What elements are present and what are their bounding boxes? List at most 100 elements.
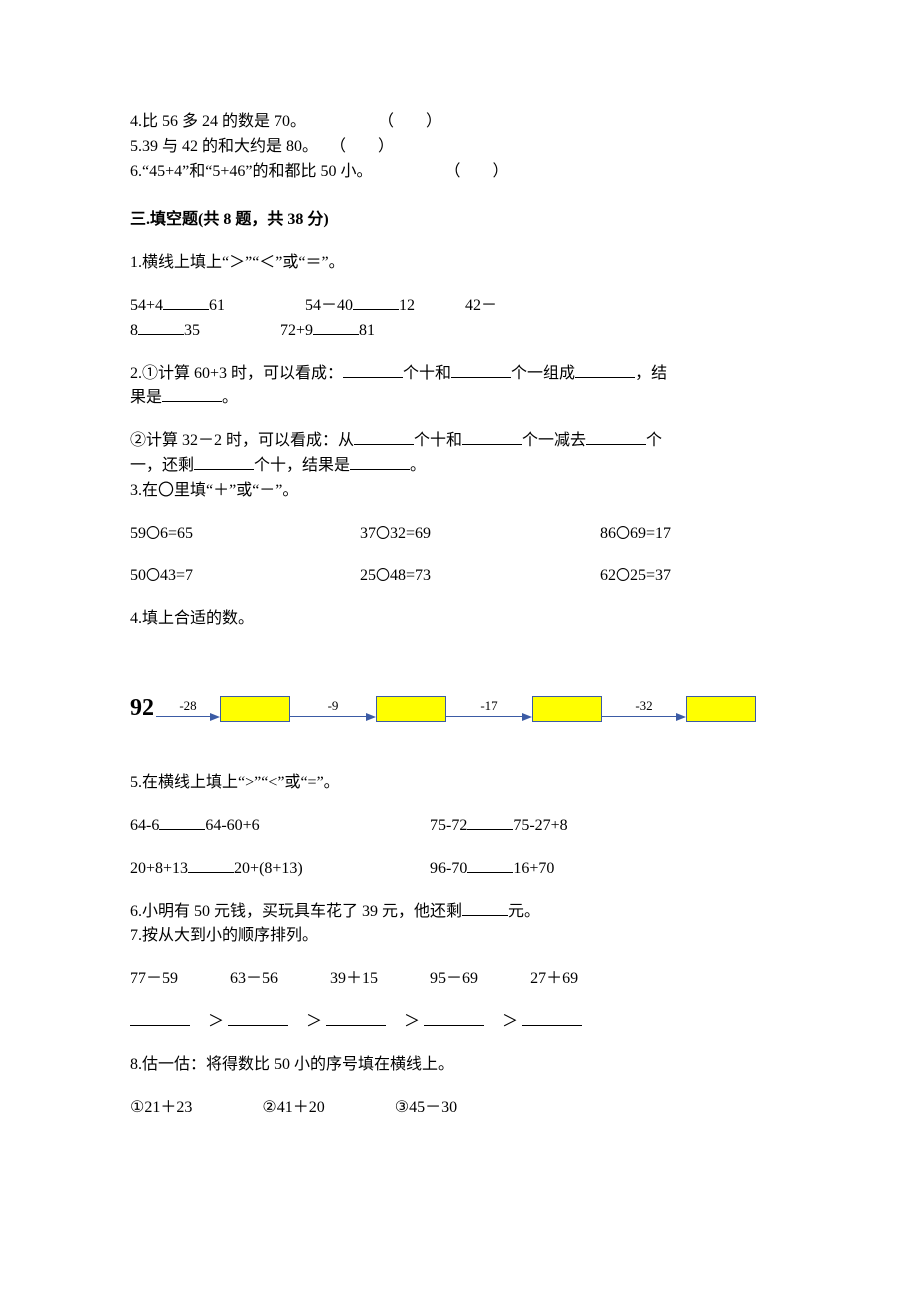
judgement-q5-paren[interactable]: （ ） <box>330 138 394 155</box>
q1-prompt: 1.横线上填上“＞”“＜”或“＝”。 <box>130 251 790 276</box>
arrow-icon <box>602 713 686 721</box>
arrow-icon <box>290 713 376 721</box>
arrow-icon <box>446 713 532 721</box>
q1-expr-c: 42－ <box>465 297 497 314</box>
q2-l2a: 果是 <box>130 389 162 406</box>
q3-r2c1b: 43=7 <box>160 567 193 584</box>
circle-icon[interactable]: 〇 <box>146 527 160 542</box>
q1-expr-a: 54+4 <box>130 297 163 314</box>
q4-box-3[interactable] <box>686 696 756 722</box>
q2-blank-2[interactable] <box>451 362 511 378</box>
q2-line2: 果是。 <box>130 386 790 411</box>
circle-icon[interactable]: 〇 <box>616 527 630 542</box>
judgement-q4-text: 4.比 56 多 24 的数是 70。 <box>130 113 306 130</box>
q6: 6.小明有 50 元钱，买玩具车花了 39 元，他还剩 元。 <box>130 900 790 925</box>
q7-item-2: 39＋15 <box>330 967 378 992</box>
arrow-line-1 <box>290 716 366 717</box>
q7-blank-4[interactable] <box>522 1010 582 1026</box>
q3-r2c1a: 50 <box>130 567 146 584</box>
q2-l4b: 个十，结果是 <box>254 457 350 474</box>
q8-item-2: ③45－30 <box>395 1096 457 1121</box>
gt-icon: ＞ <box>306 1013 322 1030</box>
q1-expr-d: 8 <box>130 322 138 339</box>
q2-blank-1[interactable] <box>343 362 403 378</box>
q2-l3b: 个十和 <box>414 432 462 449</box>
q5-prompt: 5.在横线上填上“>”“<”或“=”。 <box>130 771 790 796</box>
q4-step-2: -17 <box>446 696 532 720</box>
q8-item-1: ②41＋20 <box>262 1096 324 1121</box>
q3-prompt: 3.在〇里填“＋”或“－”。 <box>130 479 790 504</box>
arrow-icon <box>156 713 220 721</box>
q4-chain: 92 -28 -9 -17 -32 <box>130 690 790 727</box>
q4-step-1: -9 <box>290 696 376 720</box>
q2-blank-3[interactable] <box>575 362 635 378</box>
q2-l1d: ，结 <box>635 365 667 382</box>
q4-box-2[interactable] <box>532 696 602 722</box>
arrow-line-0 <box>156 716 210 717</box>
q2-blank-9[interactable] <box>350 454 410 470</box>
q2-l1c: 个一组成 <box>511 365 575 382</box>
q1-blank-b[interactable] <box>353 294 399 310</box>
q2-l1a: 2.①计算 60+3 时，可以看成： <box>130 365 343 382</box>
circle-icon[interactable]: 〇 <box>376 527 390 542</box>
q7-blank-1[interactable] <box>228 1010 288 1026</box>
q1-blank-d[interactable] <box>138 319 184 335</box>
q1-expr-b: 54－40 <box>305 297 353 314</box>
q1-blank-a[interactable] <box>163 294 209 310</box>
q8-items: ①21＋23 ②41＋20 ③45－30 <box>130 1096 790 1121</box>
judgement-q6-paren[interactable]: （ ） <box>444 163 508 180</box>
q6-text-a: 6.小明有 50 元钱，买玩具车花了 39 元，他还剩 <box>130 903 462 920</box>
q1-blank-e[interactable] <box>313 319 359 335</box>
q3-r1c2b: 32=69 <box>390 525 431 542</box>
q5-blank-4[interactable] <box>467 857 513 873</box>
q7-blank-3[interactable] <box>424 1010 484 1026</box>
q2-l4c: 。 <box>410 457 426 474</box>
q2-blank-8[interactable] <box>194 454 254 470</box>
q5-blank-2[interactable] <box>467 814 513 830</box>
q5-r1c1b: 64-60+6 <box>205 817 259 834</box>
q1-ans-a: 61 <box>209 297 225 314</box>
q5-blank-1[interactable] <box>159 814 205 830</box>
q2-l3a: ②计算 32－2 时，可以看成：从 <box>130 432 354 449</box>
q7-prompt: 7.按从大到小的顺序排列。 <box>130 924 790 949</box>
arrow-head-icon <box>210 713 220 721</box>
judgement-q6: 6.“45+4”和“5+46”的和都比 50 小。 （ ） <box>130 160 790 185</box>
q5-r2c1a: 20+8+13 <box>130 860 188 877</box>
gt-icon: ＞ <box>502 1013 518 1030</box>
q7-item-4: 27＋69 <box>530 967 578 992</box>
circle-icon[interactable]: 〇 <box>616 569 630 584</box>
q2-blank-5[interactable] <box>354 429 414 445</box>
q2-blank-6[interactable] <box>462 429 522 445</box>
q2-l4a: 一，还剩 <box>130 457 194 474</box>
q5-row2: 20+8+13 20+(8+13) 96-70 16+70 <box>130 857 790 882</box>
circle-icon[interactable]: 〇 <box>376 569 390 584</box>
q5-blank-3[interactable] <box>188 857 234 873</box>
arrow-head-icon <box>676 713 686 721</box>
q6-blank[interactable] <box>462 900 508 916</box>
q4-step-0: -28 <box>156 696 220 720</box>
q1-ans-e: 81 <box>359 322 375 339</box>
q5-r2c2b: 16+70 <box>513 860 554 877</box>
q7-blank-0[interactable] <box>130 1010 190 1026</box>
judgement-q4: 4.比 56 多 24 的数是 70。 （ ） <box>130 110 790 135</box>
q2-blank-7[interactable] <box>586 429 646 445</box>
q3-row2: 50〇43=7 25〇48=73 62〇25=37 <box>130 564 790 589</box>
q3-r2c2a: 25 <box>360 567 376 584</box>
q7-blank-2[interactable] <box>326 1010 386 1026</box>
q2-line4: 一，还剩 个十，结果是 。 <box>130 454 790 479</box>
q8-item-0: ①21＋23 <box>130 1096 192 1121</box>
q6-text-b: 元。 <box>508 903 540 920</box>
q4-box-1[interactable] <box>376 696 446 722</box>
circle-icon[interactable]: 〇 <box>146 569 160 584</box>
q4-step-3: -32 <box>602 696 686 720</box>
q4-box-0[interactable] <box>220 696 290 722</box>
q5-r1c1a: 64-6 <box>130 817 159 834</box>
q3-r2c3a: 62 <box>600 567 616 584</box>
q2-line1: 2.①计算 60+3 时，可以看成：个十和个一组成，结 <box>130 362 790 387</box>
q3-r2c3b: 25=37 <box>630 567 671 584</box>
judgement-q4-paren[interactable]: （ ） <box>378 113 442 130</box>
q5-r2c1b: 20+(8+13) <box>234 860 303 877</box>
q7-item-0: 77－59 <box>130 967 178 992</box>
q2-blank-4[interactable] <box>162 386 222 402</box>
q5-r2c2a: 96-70 <box>430 860 467 877</box>
